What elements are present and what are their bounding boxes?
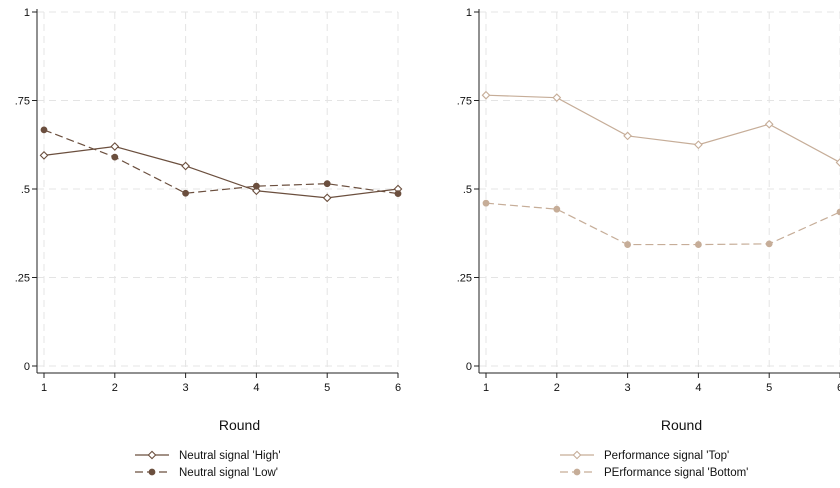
x-tick-label: 6 <box>837 382 840 394</box>
y-tick-label: 0 <box>24 361 30 373</box>
legend-label: Neutral signal 'High' <box>179 450 281 462</box>
legend-marker <box>148 468 156 476</box>
y-tick-label: .75 <box>457 96 472 108</box>
x-tick-label: 3 <box>183 382 189 394</box>
x-tick-label: 4 <box>695 382 701 394</box>
y-tick-label: 1 <box>24 7 30 19</box>
data-point <box>765 240 773 248</box>
data-point <box>39 150 49 160</box>
y-tick-label: 0 <box>466 361 472 373</box>
x-tick-label: 4 <box>253 382 259 394</box>
y-tick-label: .25 <box>457 273 472 285</box>
legend-label: PErformance signal 'Bottom' <box>604 467 748 479</box>
data-point <box>836 208 840 216</box>
x-tick-label: 3 <box>625 382 631 394</box>
x-tick-label: 1 <box>41 382 47 394</box>
y-tick-label: .25 <box>15 273 30 285</box>
legend-marker <box>573 468 581 476</box>
legend-marker <box>147 450 157 460</box>
data-point <box>481 90 491 100</box>
data-point <box>552 93 562 103</box>
series-1 <box>481 90 840 167</box>
chart-panel-1: 0 .25 .5 .75 1 1 2 3 4 5 6 Round Neutral signal 'Hig… <box>15 7 403 479</box>
data-point <box>110 142 120 151</box>
data-point <box>764 119 774 129</box>
data-point <box>694 140 703 150</box>
data-point <box>835 158 840 167</box>
y-tick-label: .5 <box>21 184 30 196</box>
data-point <box>482 199 490 207</box>
data-point <box>624 241 631 248</box>
data-point <box>182 189 190 197</box>
x-tick-label: 5 <box>324 382 330 394</box>
series-line <box>485 94 840 163</box>
y-tick-label: .75 <box>15 96 30 108</box>
x-tick-label: 5 <box>766 382 772 394</box>
series-2 <box>482 199 840 248</box>
x-axis-title: Round <box>219 417 260 433</box>
data-point <box>695 241 702 248</box>
legend-marker <box>572 450 582 460</box>
data-point <box>623 131 632 141</box>
legend-label: Neutral signal 'Low' <box>179 467 278 479</box>
x-tick-label: 2 <box>554 382 560 394</box>
data-point <box>40 126 48 134</box>
data-point <box>181 161 190 171</box>
data-point <box>553 205 561 213</box>
series-line <box>485 202 840 246</box>
data-point <box>252 182 260 190</box>
series-2 <box>40 126 402 198</box>
y-tick-label: 1 <box>466 7 472 19</box>
data-point <box>394 190 402 198</box>
series-line <box>43 145 399 199</box>
x-tick-label: 6 <box>395 382 401 394</box>
series-1 <box>39 142 403 203</box>
x-tick-label: 1 <box>483 382 489 394</box>
y-tick-label: .5 <box>463 184 472 196</box>
data-point <box>322 193 332 203</box>
x-axis-title: Round <box>661 417 702 433</box>
data-point <box>323 180 331 188</box>
series-line <box>43 129 399 195</box>
x-tick-label: 2 <box>112 382 118 394</box>
chart-panel-2: 0 .25 .5 .75 1 1 2 3 4 5 6 Round Performance signal … <box>457 7 840 479</box>
legend-label: Performance signal 'Top' <box>604 450 729 462</box>
data-point <box>111 153 119 161</box>
